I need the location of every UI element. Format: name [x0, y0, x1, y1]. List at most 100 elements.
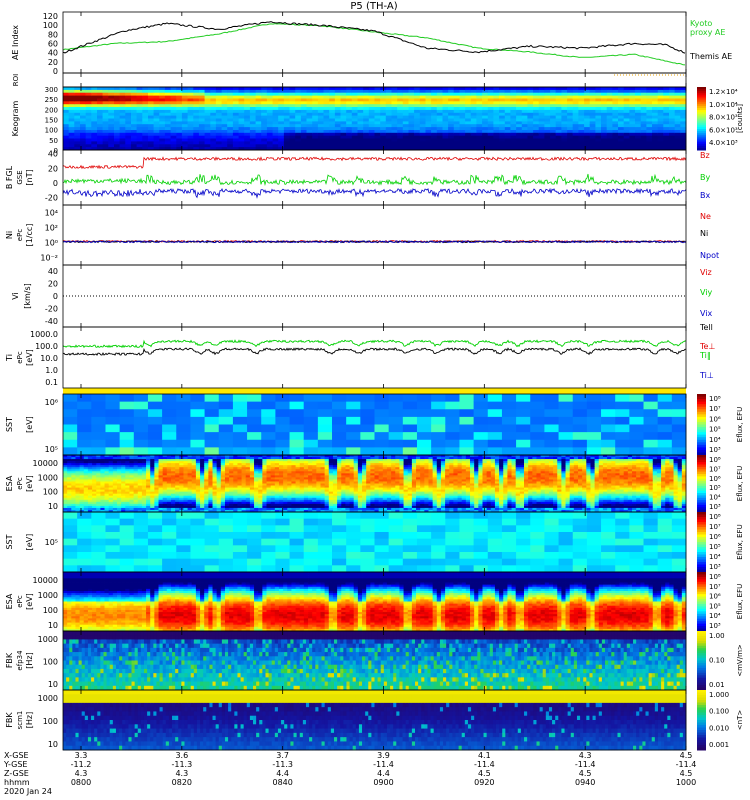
keogram-cell	[443, 124, 449, 127]
keogram-cell	[403, 87, 409, 90]
sst-electron-cell	[219, 417, 234, 425]
sst-electron-cell	[91, 447, 106, 455]
sst-electron-cell	[332, 394, 347, 402]
sst-electron-ytick: 10⁶	[45, 398, 58, 407]
keogram-cell	[635, 119, 641, 122]
keogram-cell	[612, 119, 618, 122]
sst-electron-cell	[403, 447, 418, 455]
keogram-cell	[539, 139, 545, 142]
keogram-cell	[482, 127, 488, 130]
keogram-cell	[227, 93, 233, 96]
sst-electron-cell	[573, 417, 588, 425]
keogram-cell	[227, 96, 233, 99]
keogram-cell	[329, 119, 335, 122]
keogram-cell	[193, 96, 199, 99]
keogram-cell	[380, 107, 386, 110]
keogram-cell	[573, 110, 579, 113]
keogram-cell	[420, 139, 426, 142]
keogram-cell	[675, 87, 681, 90]
keogram-cell	[358, 133, 364, 136]
keogram-cell	[397, 96, 403, 99]
keogram-cell	[522, 107, 528, 110]
keogram-cell	[584, 110, 590, 113]
keogram-cell	[612, 139, 618, 142]
keogram-cell	[499, 101, 505, 104]
keogram-cell	[550, 139, 556, 142]
sst-electron-cell	[77, 440, 92, 448]
keogram-cell	[646, 127, 652, 130]
sst-electron-cell	[360, 394, 375, 402]
density-legend: Npot	[700, 251, 719, 260]
keogram-cell	[114, 93, 120, 96]
keogram-cell	[222, 141, 228, 144]
keogram-cell	[380, 110, 386, 113]
sst-electron-cell	[304, 432, 319, 440]
keogram-cell	[148, 93, 154, 96]
keogram-cell	[216, 107, 222, 110]
keogram-cell	[573, 116, 579, 119]
keogram-cell	[369, 101, 375, 104]
keogram-cell	[578, 96, 584, 99]
keogram-cell	[414, 116, 420, 119]
keogram-cell	[510, 124, 516, 127]
keogram-cell	[363, 87, 369, 90]
keogram-cell	[646, 110, 652, 113]
keogram-cell	[346, 87, 352, 90]
keogram-cell	[244, 96, 250, 99]
keogram-cell	[680, 133, 686, 136]
sst-electron-cell	[431, 425, 446, 433]
keogram-cell	[409, 101, 415, 104]
keogram-cell	[505, 116, 511, 119]
keogram-cell	[239, 93, 245, 96]
keogram-cell	[522, 133, 528, 136]
temperature-legend: Te⊥	[699, 342, 715, 351]
keogram-cell	[165, 133, 171, 136]
keogram-cell	[663, 119, 669, 122]
keogram-cell	[210, 110, 216, 113]
keogram-cell	[527, 133, 533, 136]
keogram-cell	[182, 116, 188, 119]
sst-electron-cell	[445, 447, 460, 455]
keogram-cell	[324, 96, 330, 99]
keogram-cell	[222, 127, 228, 130]
keogram-cell	[584, 93, 590, 96]
keogram-cell	[584, 101, 590, 104]
keogram-cell	[267, 116, 273, 119]
keogram-cell	[91, 127, 97, 130]
keogram-cell	[290, 133, 296, 136]
keogram-cell	[420, 127, 426, 130]
keogram-cell	[165, 107, 171, 110]
keogram-cell	[210, 133, 216, 136]
keogram-cell	[335, 101, 341, 104]
keogram-cell	[629, 127, 635, 130]
keogram-cell	[86, 96, 92, 99]
sst-electron-cell	[601, 409, 616, 417]
keogram-cell	[386, 87, 392, 90]
keogram-colorbar	[697, 87, 706, 151]
keogram-cell	[307, 127, 313, 130]
keogram-cell	[397, 107, 403, 110]
keogram-cell	[80, 107, 86, 110]
keogram-cell	[250, 107, 256, 110]
sst-electron-cell	[290, 409, 305, 417]
keogram-cell	[86, 119, 92, 122]
keogram-cell	[358, 101, 364, 104]
keogram-cell	[556, 116, 562, 119]
keogram-cell	[318, 119, 324, 122]
sst-electron-cell	[233, 402, 248, 410]
keogram-cell	[171, 116, 177, 119]
keogram-cell	[103, 93, 109, 96]
sst-electron-cell	[91, 417, 106, 425]
keogram-cell	[522, 87, 528, 90]
keogram-cell	[363, 93, 369, 96]
keogram-cell	[533, 116, 539, 119]
bfield-bz-line	[63, 157, 686, 168]
keogram-cell	[318, 110, 324, 113]
keogram-cell	[392, 107, 398, 110]
keogram-cell	[324, 119, 330, 122]
keogram-cell	[471, 119, 477, 122]
keogram-cell	[663, 93, 669, 96]
sst-electron-cell	[445, 417, 460, 425]
keogram-cell	[386, 127, 392, 130]
keogram-cell	[641, 124, 647, 127]
